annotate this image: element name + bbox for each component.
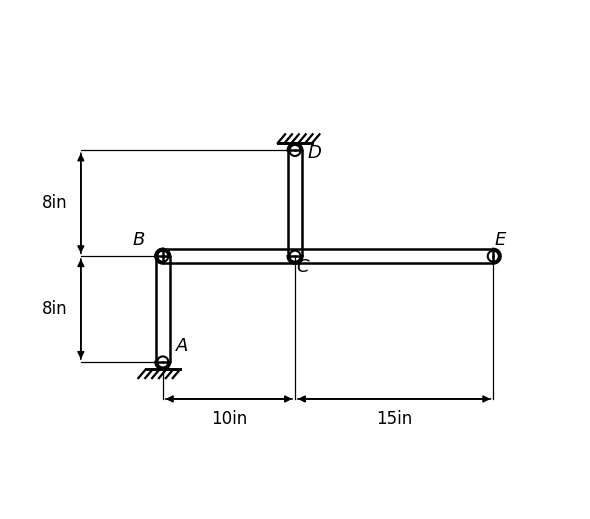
Polygon shape xyxy=(156,249,170,256)
Polygon shape xyxy=(163,249,493,264)
Text: C: C xyxy=(297,258,309,276)
Text: E: E xyxy=(494,231,506,249)
Polygon shape xyxy=(156,249,163,264)
Polygon shape xyxy=(156,256,170,362)
Text: 8in: 8in xyxy=(42,194,68,212)
Text: 10in: 10in xyxy=(211,409,247,428)
Text: 15in: 15in xyxy=(376,409,412,428)
Text: B: B xyxy=(133,231,145,249)
Polygon shape xyxy=(493,249,500,264)
Polygon shape xyxy=(288,256,302,264)
Polygon shape xyxy=(288,151,302,256)
Text: D: D xyxy=(308,144,322,162)
Polygon shape xyxy=(288,143,302,151)
Polygon shape xyxy=(156,362,170,369)
Text: 8in: 8in xyxy=(42,300,68,318)
Text: A: A xyxy=(176,337,189,355)
